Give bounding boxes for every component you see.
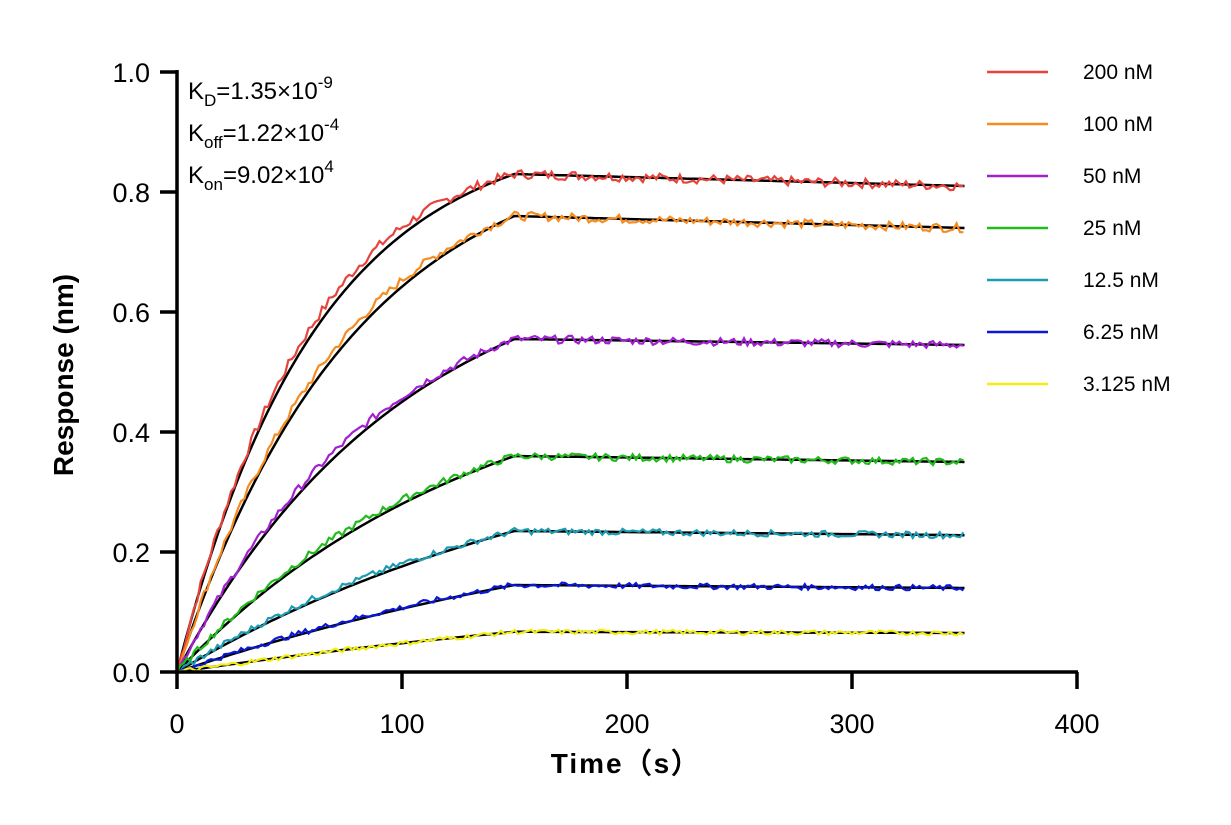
data-line	[176, 526, 965, 673]
y-tick-label: 0.2	[112, 538, 150, 568]
x-tick-label: 100	[379, 709, 424, 739]
legend: 200 nM 100 nM 50 nM 25 nM 12.5 nM 6.25 nM 3.12…	[987, 61, 1171, 396]
y-tick-label: 1.0	[112, 58, 150, 88]
axis-ticks: 0 100 200 300 400 0.0 0.2 0.4 0.6 0.8 1.0	[112, 58, 1099, 739]
fit-curve	[176, 630, 965, 674]
fit-curve	[176, 529, 965, 674]
x-tick-label: 0	[169, 709, 184, 739]
x-tick-label: 400	[1054, 709, 1099, 739]
legend-label: 12.5 nM	[1083, 269, 1159, 292]
kon-annotation: Kon=9.02×104	[188, 157, 334, 194]
y-tick-label: 0.8	[112, 178, 150, 208]
legend-label: 6.25 nM	[1083, 321, 1159, 344]
y-tick-label: 0.6	[112, 298, 150, 328]
y-axis-title: Response (nm)	[48, 274, 79, 476]
legend-label: 100 nM	[1083, 113, 1153, 136]
data-line	[176, 334, 964, 673]
y-tick-label: 0.0	[112, 658, 150, 688]
fit-curve	[176, 583, 965, 674]
fit-curve	[175, 172, 965, 673]
koff-annotation: Koff=1.22×10-4	[188, 115, 339, 152]
kinetics-annotations: KD=1.35×10-9 Koff=1.22×10-4 Kon=9.02×104	[188, 73, 339, 194]
fit-curve	[175, 337, 965, 673]
data-series	[175, 169, 965, 673]
legend-label: 200 nM	[1083, 61, 1153, 84]
data-line	[176, 210, 964, 670]
y-tick-label: 0.4	[112, 418, 150, 448]
data-line	[176, 581, 964, 673]
fit-curve	[175, 214, 965, 673]
kd-annotation: KD=1.35×10-9	[188, 73, 333, 110]
data-line	[176, 451, 964, 673]
x-axis-title: Time（s）	[551, 747, 701, 779]
data-line	[176, 628, 964, 673]
legend-label: 3.125 nM	[1083, 373, 1171, 396]
legend-label: 50 nM	[1083, 165, 1141, 188]
x-tick-label: 200	[604, 709, 649, 739]
fit-curve	[176, 454, 965, 673]
data-line	[175, 169, 964, 673]
legend-label: 25 nM	[1083, 217, 1141, 240]
x-tick-label: 300	[829, 709, 874, 739]
fit-curves	[175, 172, 965, 674]
